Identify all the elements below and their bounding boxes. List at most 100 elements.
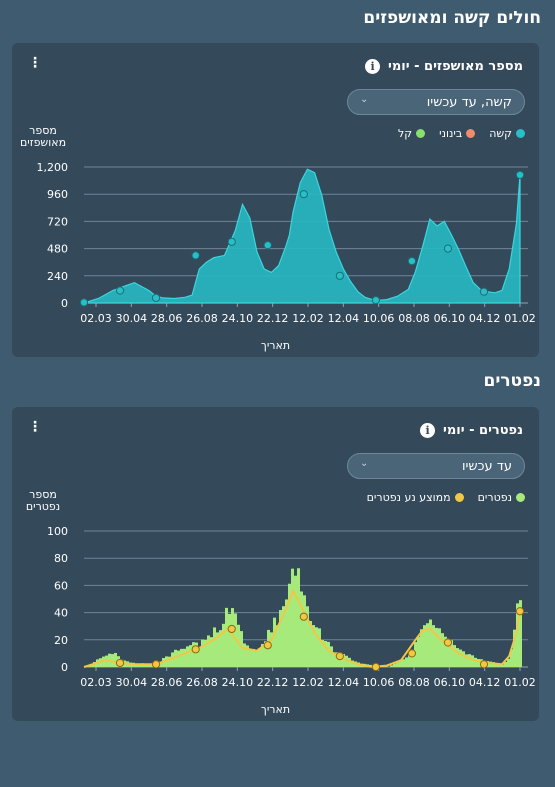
x-tick-label: 08.08: [398, 676, 430, 689]
y-tick-label: 960: [47, 188, 68, 201]
legend-item-severe[interactable]: קשה: [489, 127, 525, 140]
x-tick-label: 08.08: [398, 312, 430, 325]
data-point[interactable]: [152, 294, 159, 301]
legend-dot-deaths: [516, 493, 525, 502]
data-point[interactable]: [264, 642, 271, 649]
bar-deaths: [228, 614, 231, 667]
severe-filter-value: קשה, עד עכשיו: [427, 95, 512, 110]
y-tick-label: 720: [47, 215, 68, 228]
severe-legend: קשה בינוני קל: [398, 127, 525, 140]
bar-deaths: [189, 645, 192, 667]
x-tick-label: 02.03: [80, 676, 112, 689]
y-tick-label: 0: [61, 661, 68, 674]
severe-chart-title: מספר מאושפזים - יומי i: [365, 59, 523, 74]
data-point[interactable]: [300, 613, 307, 620]
bar-deaths: [237, 625, 240, 667]
x-tick-label: 01.02: [504, 312, 536, 325]
y-tick-label: 40: [54, 607, 68, 620]
deaths-filter-dropdown[interactable]: עד עכשיו ⌄: [347, 453, 525, 479]
data-point[interactable]: [480, 661, 487, 668]
series-area-severe: [84, 169, 520, 303]
data-point[interactable]: [228, 625, 235, 632]
data-point[interactable]: [228, 238, 235, 245]
legend-item-deaths[interactable]: נפטרים: [478, 491, 525, 504]
kebab-menu-icon[interactable]: ⋮: [28, 423, 36, 431]
data-point[interactable]: [336, 653, 343, 660]
deaths-y-axis-label: מספר נפטרים: [20, 489, 66, 513]
bar-deaths: [297, 568, 300, 667]
x-tick-label: 22.12: [257, 312, 289, 325]
bar-deaths: [183, 649, 186, 667]
severe-section-title: חולים קשה ומאושפזים: [363, 8, 541, 28]
data-point[interactable]: [408, 650, 415, 657]
legend-label-mild: קל: [398, 127, 412, 140]
bar-deaths: [423, 625, 426, 667]
data-point[interactable]: [152, 661, 159, 668]
x-tick-label: 22.12: [257, 676, 289, 689]
bar-deaths: [330, 646, 333, 667]
legend-label-deaths: נפטרים: [478, 491, 512, 504]
x-tick-label: 26.08: [186, 676, 218, 689]
bar-deaths: [252, 649, 255, 667]
bar-deaths: [462, 651, 465, 667]
legend-dot-moderate: [466, 129, 475, 138]
data-point[interactable]: [80, 299, 87, 306]
legend-label-moving-avg: ממוצע נע נפטרים: [367, 491, 451, 504]
bar-deaths: [420, 629, 423, 667]
legend-item-moderate[interactable]: בינוני: [439, 127, 475, 140]
data-point[interactable]: [516, 608, 523, 615]
legend-item-mild[interactable]: קל: [398, 127, 425, 140]
data-point[interactable]: [444, 639, 451, 646]
data-point[interactable]: [372, 663, 379, 670]
bar-deaths: [459, 650, 462, 667]
data-point[interactable]: [516, 171, 523, 178]
data-point[interactable]: [192, 252, 199, 259]
kebab-menu-icon[interactable]: ⋮: [28, 59, 36, 67]
legend-dot-moving-avg: [455, 493, 464, 502]
bar-deaths: [294, 576, 297, 667]
severe-x-axis-label: תאריך: [12, 339, 539, 352]
bar-deaths: [207, 635, 210, 667]
bar-deaths: [273, 618, 276, 667]
severe-filter-dropdown[interactable]: קשה, עד עכשיו ⌄: [347, 89, 525, 115]
bar-deaths: [255, 651, 258, 667]
y-tick-label: 20: [54, 634, 68, 647]
legend-item-moving-avg[interactable]: ממוצע נע נפטרים: [367, 491, 464, 504]
bar-deaths: [213, 627, 216, 667]
x-tick-label: 10.06: [363, 312, 395, 325]
bar-deaths: [291, 569, 294, 667]
x-tick-label: 24.10: [222, 676, 254, 689]
info-icon[interactable]: i: [420, 423, 435, 438]
x-tick-label: 06.10: [434, 676, 466, 689]
x-tick-label: 26.08: [186, 312, 218, 325]
bar-deaths: [390, 665, 393, 667]
x-tick-label: 30.04: [116, 312, 148, 325]
x-tick-label: 24.10: [222, 312, 254, 325]
bar-deaths: [507, 659, 510, 667]
x-tick-label: 28.06: [151, 676, 183, 689]
data-point[interactable]: [336, 272, 343, 279]
data-point[interactable]: [264, 242, 271, 249]
x-tick-label: 12.02: [292, 312, 324, 325]
data-point[interactable]: [408, 257, 415, 264]
bar-deaths: [222, 624, 225, 667]
data-point[interactable]: [116, 287, 123, 294]
chevron-down-icon: ⌄: [360, 458, 368, 469]
bar-deaths: [177, 651, 180, 667]
data-point[interactable]: [116, 659, 123, 666]
bar-deaths: [438, 628, 441, 667]
data-point[interactable]: [300, 191, 307, 198]
info-icon[interactable]: i: [365, 59, 380, 74]
data-point[interactable]: [372, 297, 379, 304]
severe-chart-title-text: מספר מאושפזים - יומי: [388, 59, 523, 74]
y-tick-label: 100: [47, 525, 68, 538]
data-point[interactable]: [480, 288, 487, 295]
data-point[interactable]: [444, 245, 451, 252]
bar-deaths: [303, 595, 306, 667]
deaths-legend: נפטרים ממוצע נע נפטרים: [367, 491, 525, 504]
x-tick-label: 06.10: [434, 312, 466, 325]
data-point[interactable]: [192, 646, 199, 653]
bar-deaths: [180, 649, 183, 667]
